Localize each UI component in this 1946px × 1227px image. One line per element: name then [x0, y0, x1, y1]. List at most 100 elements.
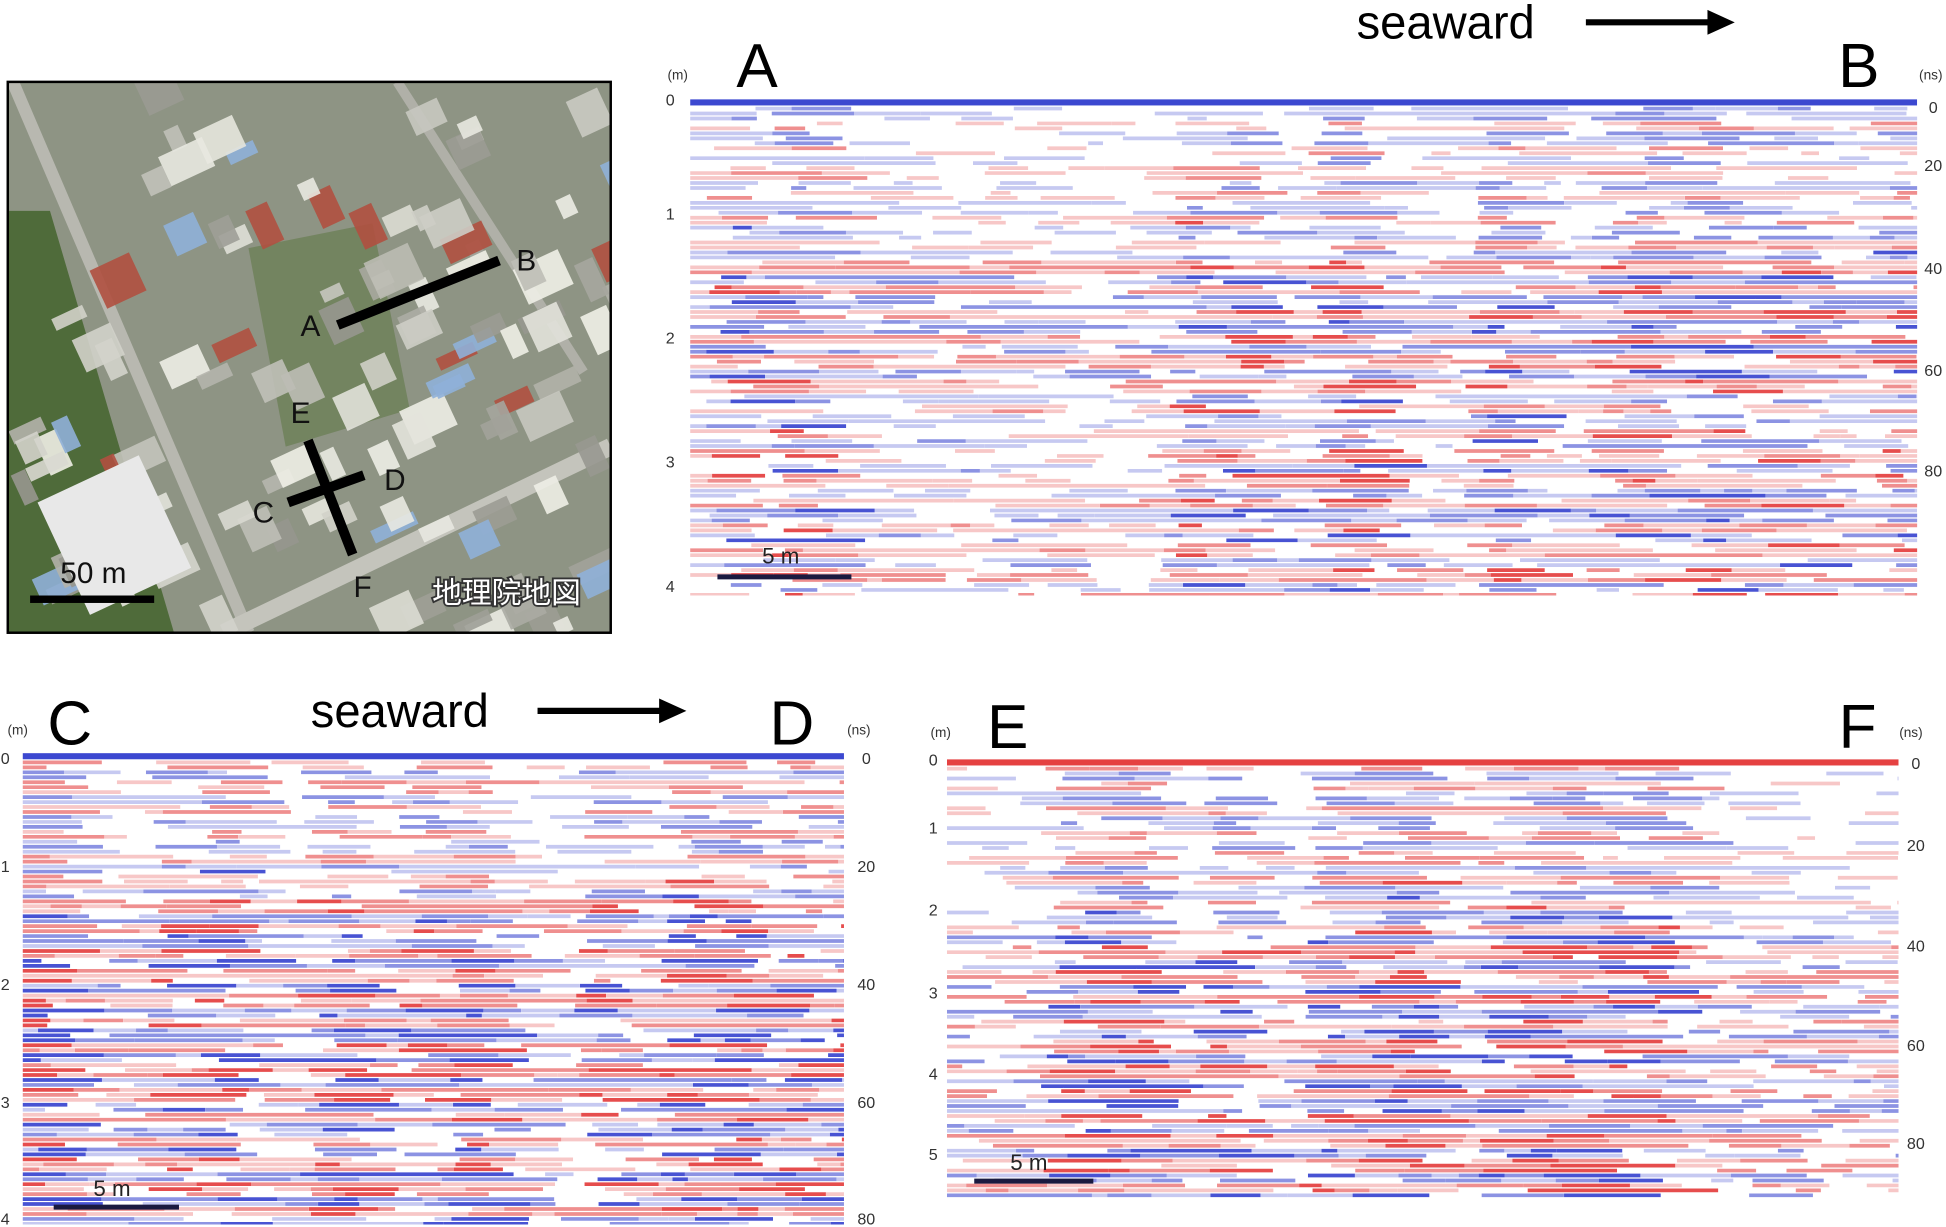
- building: [515, 390, 574, 442]
- depth-tick-label: 2: [929, 902, 938, 920]
- building: [14, 431, 48, 465]
- time-tick-label: 20: [1907, 837, 1925, 855]
- building: [494, 577, 547, 630]
- building: [10, 469, 39, 506]
- depth-tick-label: 1: [1, 858, 10, 876]
- building: [296, 177, 321, 201]
- map-label: B: [516, 244, 536, 277]
- building: [51, 415, 82, 454]
- building: [217, 500, 256, 531]
- building: [522, 301, 573, 353]
- time-unit: (ns): [1919, 67, 1942, 82]
- building: [134, 81, 185, 116]
- building: [25, 451, 69, 482]
- surface-reflection: [946, 759, 1899, 766]
- building: [251, 358, 296, 404]
- radargram-reflection: [946, 771, 1899, 1198]
- map-imagery: [7, 81, 611, 633]
- building: [159, 344, 211, 390]
- building: [575, 435, 611, 478]
- direction-arrowhead: [1707, 9, 1735, 35]
- time-unit: (ns): [1899, 725, 1922, 740]
- time-tick-label: 20: [857, 858, 875, 876]
- direction-label: seaward: [311, 684, 489, 737]
- building: [198, 594, 239, 633]
- radargram: [22, 753, 844, 1225]
- building: [8, 416, 47, 445]
- time-tick-label: 60: [857, 1094, 875, 1112]
- building: [379, 495, 415, 532]
- depth-tick-label: 3: [929, 985, 938, 1003]
- time-tick-label: 40: [857, 976, 875, 994]
- building: [319, 446, 347, 481]
- depth-tick-label: 5: [929, 1146, 938, 1164]
- radargram-reflection: [22, 770, 844, 1225]
- depth-tick-label: 4: [666, 578, 675, 596]
- building: [469, 312, 508, 344]
- radargram-reflection: [690, 106, 1918, 592]
- building: [270, 444, 318, 489]
- road: [7, 81, 255, 633]
- building: [533, 475, 569, 515]
- time-tick-label: 0: [1929, 99, 1938, 117]
- building: [163, 124, 188, 153]
- map-label: C: [253, 496, 275, 529]
- road: [219, 438, 611, 633]
- radargram-reflection: [22, 760, 844, 1216]
- building: [363, 242, 425, 300]
- building: [332, 382, 380, 431]
- building: [163, 211, 208, 257]
- surface-reflection: [690, 99, 1918, 106]
- time-unit: (ns): [847, 722, 870, 737]
- time-tick-label: 40: [1924, 260, 1942, 278]
- building: [196, 362, 234, 390]
- building: [348, 202, 388, 250]
- building: [141, 165, 172, 197]
- depth-tick-label: 3: [666, 454, 675, 472]
- building: [445, 126, 492, 171]
- map-label: F: [354, 571, 372, 604]
- radargram-reflection: [22, 869, 844, 1225]
- radargram-reflection: [946, 766, 1899, 1193]
- depth-tick-label: 0: [666, 91, 675, 109]
- building: [245, 201, 285, 250]
- radargram-reflection: [690, 121, 1918, 596]
- building: [51, 304, 88, 331]
- surface-reflection: [22, 753, 844, 760]
- building: [565, 87, 611, 138]
- building: [533, 365, 582, 401]
- depth-tick-label: 4: [1, 1211, 10, 1227]
- map-credit: 地理院地図: [432, 576, 581, 611]
- radargram-reflection: [22, 770, 844, 1225]
- building: [395, 308, 444, 350]
- profile-line: [335, 255, 501, 330]
- building: [94, 337, 129, 381]
- radargram-panel: E F (m) (ns) 0 1 2 3 4 5 0 20 40 60 80 5 m: [929, 693, 1925, 1198]
- building: [418, 514, 455, 543]
- building: [391, 411, 437, 460]
- building: [573, 257, 610, 303]
- building: [359, 352, 397, 391]
- depth-tick-label: 1: [666, 206, 675, 224]
- building: [456, 115, 483, 140]
- building: [405, 97, 448, 137]
- building: [464, 607, 515, 633]
- map-label: E: [291, 397, 311, 430]
- building: [432, 373, 466, 400]
- map-label: D: [384, 464, 405, 497]
- profile-end-label: B: [1838, 32, 1879, 101]
- building: [225, 139, 259, 166]
- building: [580, 304, 611, 356]
- building: [158, 136, 216, 187]
- profile-start-label: C: [47, 689, 92, 758]
- depth-tick-label: 0: [1, 750, 10, 768]
- time-tick-label: 60: [1907, 1037, 1925, 1055]
- radargram: [690, 99, 1918, 596]
- depth-unit: (m): [668, 67, 688, 82]
- building: [368, 589, 425, 633]
- scale-bar-label: 5 m: [1010, 1150, 1047, 1175]
- scale-bar-label: 5 m: [93, 1176, 130, 1201]
- map-label: A: [301, 310, 321, 343]
